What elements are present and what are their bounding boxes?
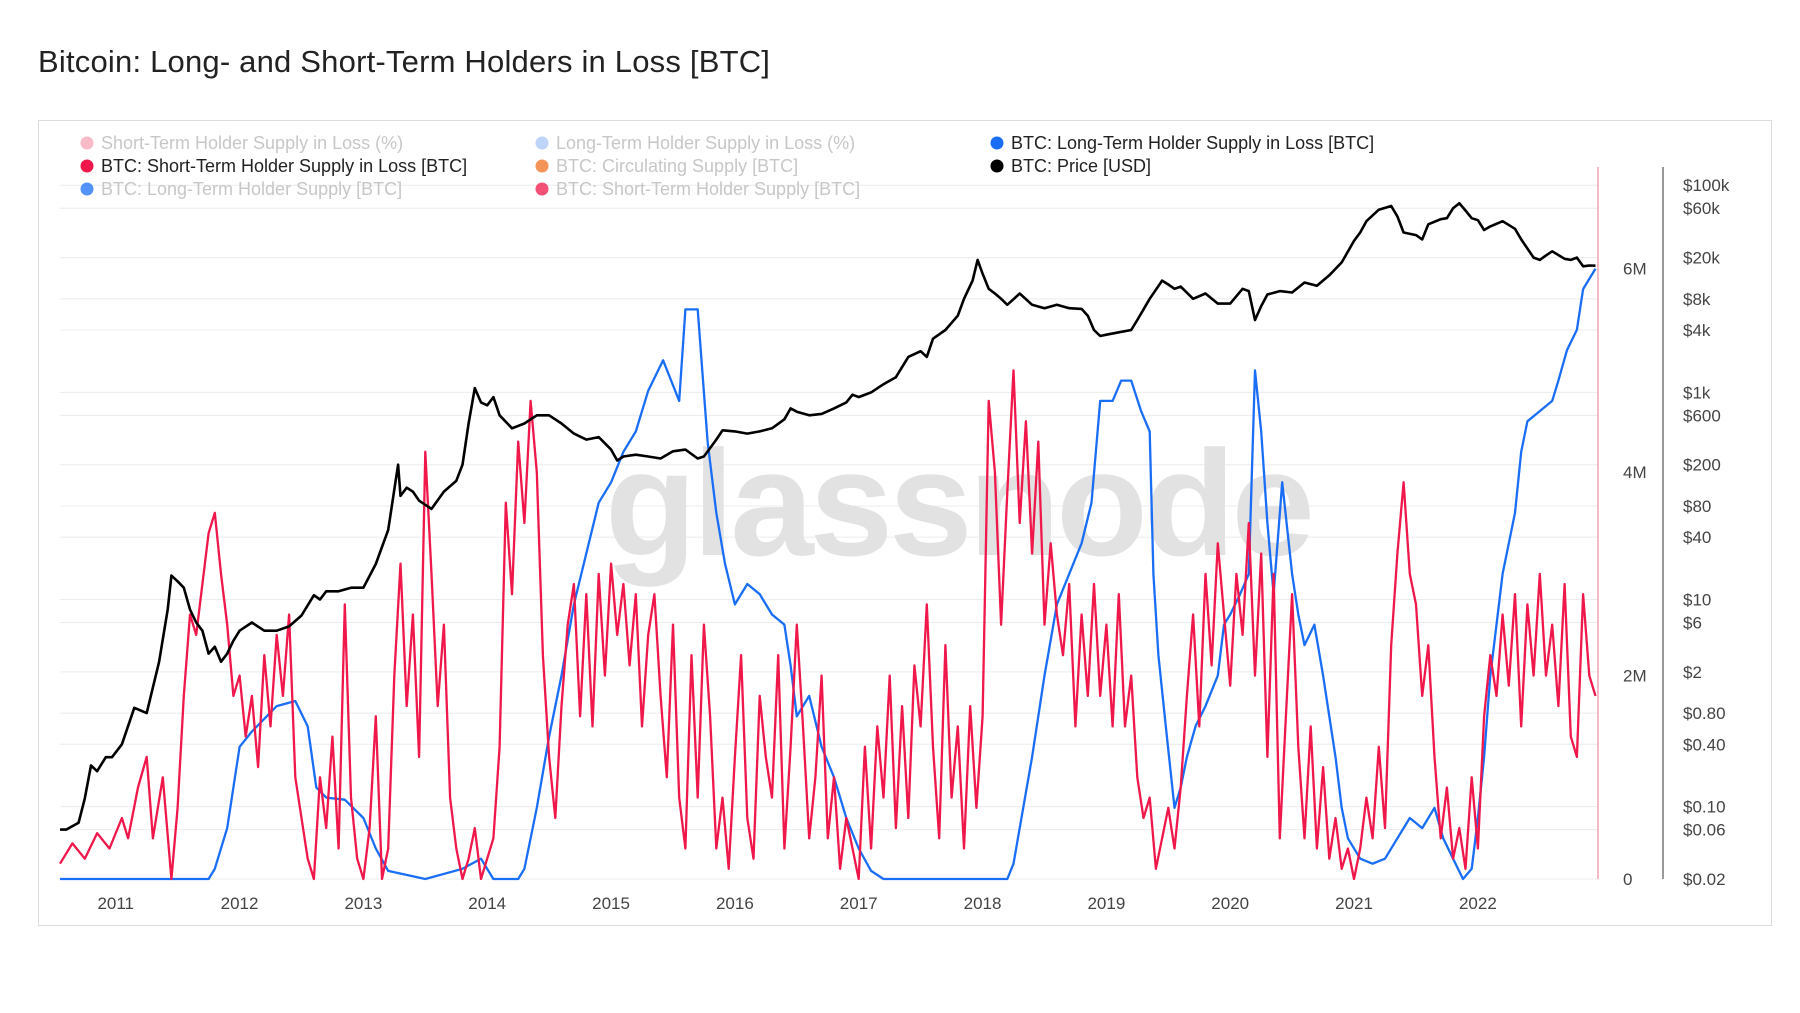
legend-item[interactable]: BTC: Circulating Supply [BTC]: [535, 156, 799, 176]
right-axis-tick-label: $8k: [1683, 290, 1711, 309]
legend-label: BTC: Circulating Supply [BTC]: [556, 156, 798, 176]
legend-swatch-icon: [80, 159, 94, 173]
x-tick-label: 2018: [964, 894, 1002, 913]
right-axis-tick-label: $40: [1683, 528, 1711, 547]
series-line-lth-loss: [60, 268, 1597, 881]
legend-label: BTC: Long-Term Holder Supply [BTC]: [101, 179, 402, 199]
right-axis-tick-label: $20k: [1683, 249, 1720, 268]
x-tick-label: 2011: [97, 894, 134, 913]
series-layer: [59, 201, 1597, 881]
right-axis-tick-label: $200: [1683, 456, 1721, 475]
right-axis-tick-label: $4k: [1683, 321, 1711, 340]
legend-swatch-icon: [990, 159, 1004, 173]
legend-item[interactable]: BTC: Price [USD]: [990, 156, 1152, 176]
right-axis: $0.02 $0.06 $0.10 $0.40 $0.80 $2 $6 $10 $40 $80 $2…: [1683, 176, 1730, 889]
watermark: glassnode: [605, 419, 1311, 587]
legend-swatch-icon: [80, 182, 94, 196]
left-axis-tick-label: 0: [1623, 870, 1632, 889]
page-title: Bitcoin: Long- and Short-Term Holders in…: [38, 44, 771, 79]
legend-label: Short-Term Holder Supply in Loss (%): [101, 133, 403, 153]
right-axis-tick-label: $10: [1683, 590, 1711, 609]
series-line-sth-loss: [59, 369, 1597, 881]
legend-swatch-icon: [80, 136, 94, 150]
legend: Short-Term Holder Supply in Loss (%) Long…: [80, 133, 1375, 199]
x-tick-label: 2019: [1087, 894, 1125, 913]
x-tick-label: 2015: [592, 894, 630, 913]
x-tick-label: 2014: [468, 894, 506, 913]
legend-label: Long-Term Holder Supply in Loss (%): [556, 133, 855, 153]
legend-swatch-icon: [990, 136, 1004, 150]
left-axis-tick-label: 4M: [1623, 463, 1647, 482]
legend-item[interactable]: BTC: Long-Term Holder Supply in Loss [BT…: [990, 133, 1375, 153]
right-axis-tick-label: $80: [1683, 497, 1711, 516]
right-axis-tick-label: $60k: [1683, 199, 1720, 218]
left-axis-tick-label: 6M: [1623, 260, 1647, 279]
x-axis: 2011 2012 2013 2014 2015 2016 2017 2018 2019 2020…: [97, 894, 1496, 913]
right-axis-tick-label: $0.06: [1683, 821, 1726, 840]
legend-label: BTC: Short-Term Holder Supply in Loss [B…: [101, 156, 467, 176]
legend-item[interactable]: BTC: Long-Term Holder Supply [BTC]: [80, 179, 403, 199]
right-axis-tick-label: $6: [1683, 613, 1702, 632]
right-axis-tick-label: $0.40: [1683, 735, 1726, 754]
legend-swatch-icon: [535, 182, 549, 196]
legend-item[interactable]: Long-Term Holder Supply in Loss (%): [535, 133, 856, 153]
right-axis-tick-label: $600: [1683, 406, 1721, 425]
x-tick-label: 2022: [1459, 894, 1497, 913]
legend-swatch-icon: [535, 159, 549, 173]
legend-item[interactable]: BTC: Short-Term Holder Supply [BTC]: [535, 179, 861, 199]
x-tick-label: 2017: [840, 894, 878, 913]
x-tick-label: 2020: [1211, 894, 1249, 913]
x-tick-label: 2021: [1335, 894, 1373, 913]
right-axis-tick-label: $0.02: [1683, 870, 1726, 889]
x-tick-label: 2012: [221, 894, 259, 913]
right-axis-tick-label: $0.10: [1683, 798, 1726, 817]
legend-label: BTC: Short-Term Holder Supply [BTC]: [556, 179, 860, 199]
left-axis: 0 2M 4M 6M: [1623, 260, 1647, 889]
right-axis-tick-label: $1k: [1683, 383, 1711, 402]
right-axis-tick-label: $0.80: [1683, 704, 1726, 723]
legend-label: BTC: Long-Term Holder Supply in Loss [BT…: [1011, 133, 1374, 153]
x-tick-label: 2016: [716, 894, 754, 913]
legend-swatch-icon: [535, 136, 549, 150]
right-axis-tick-label: $2: [1683, 663, 1702, 682]
legend-item[interactable]: BTC: Short-Term Holder Supply in Loss [B…: [80, 156, 468, 176]
x-tick-label: 2013: [344, 894, 382, 913]
chart-frame: [38, 120, 1772, 926]
legend-item[interactable]: Short-Term Holder Supply in Loss (%): [80, 133, 404, 153]
legend-label: BTC: Price [USD]: [1011, 156, 1151, 176]
right-axis-tick-label: $100k: [1683, 176, 1730, 195]
left-axis-tick-label: 2M: [1623, 667, 1647, 686]
series-line-price: [60, 201, 1596, 831]
